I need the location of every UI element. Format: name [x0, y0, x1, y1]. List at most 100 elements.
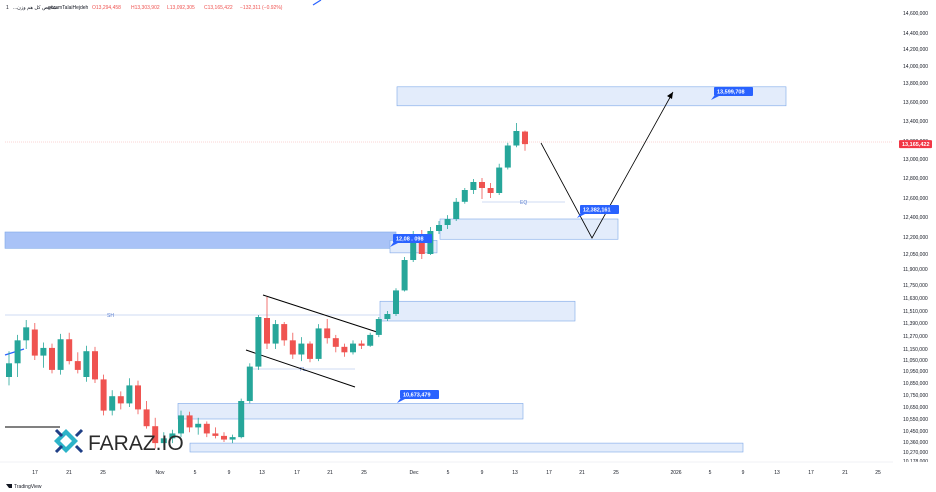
candle[interactable] [522, 130, 528, 151]
price-callout[interactable] [393, 234, 432, 243]
candle[interactable] [126, 378, 133, 407]
candle[interactable] [479, 178, 485, 199]
candle[interactable] [221, 432, 227, 442]
candle[interactable] [23, 320, 30, 349]
candle-body [264, 318, 270, 344]
y-axis[interactable]: 14,600,000 14,400,000 14,200,000 14,000,000… [899, 11, 932, 465]
candle[interactable] [487, 183, 494, 198]
candle[interactable] [117, 391, 124, 410]
candle[interactable] [100, 374, 107, 416]
x-axis[interactable]: 17 21 25 Nov 5 9 13 17 21 25 Dec 5 9 13 17 21 25 2026 5 9 13… [32, 470, 881, 476]
candle[interactable] [307, 341, 313, 363]
candle-body [341, 346, 348, 353]
candle-body [109, 396, 116, 411]
candle[interactable] [83, 345, 90, 382]
tradingview-attribution[interactable]: TradingView [6, 484, 42, 490]
candle[interactable] [264, 296, 270, 349]
candle[interactable] [229, 434, 236, 444]
candle[interactable] [401, 257, 408, 292]
candle-body [100, 379, 107, 411]
candle[interactable] [393, 288, 399, 316]
candle[interactable] [6, 351, 12, 386]
candle[interactable] [324, 319, 331, 344]
candle[interactable] [350, 340, 356, 355]
candle[interactable] [281, 322, 288, 346]
price-callout[interactable] [580, 205, 619, 214]
candle[interactable] [298, 337, 305, 362]
candle[interactable] [504, 142, 511, 170]
candle[interactable] [367, 332, 374, 347]
zone-box[interactable] [177, 403, 524, 420]
header: 1 ...شاخص کل هم وزن goramTalaiHejdeh O13… [6, 5, 283, 11]
candle[interactable] [92, 346, 98, 383]
candle[interactable] [169, 429, 176, 444]
candle[interactable] [444, 215, 451, 229]
candle[interactable] [513, 123, 520, 148]
candle[interactable] [74, 352, 81, 374]
faraz-logo-icon [54, 428, 84, 454]
candle[interactable] [40, 342, 47, 368]
zone-box[interactable] [379, 300, 576, 322]
candle-body [135, 385, 141, 410]
candle-body [203, 423, 210, 434]
candle[interactable] [195, 417, 202, 435]
candle-body [66, 339, 73, 362]
candle[interactable] [66, 332, 73, 365]
price-callout-label: 13,599,708 [717, 90, 745, 96]
candle[interactable] [496, 163, 503, 195]
candle[interactable] [246, 363, 253, 404]
x-axis-panel[interactable] [0, 462, 936, 492]
candle-body [229, 437, 236, 440]
candle[interactable] [57, 333, 64, 375]
candle[interactable] [49, 343, 55, 374]
candle[interactable] [109, 390, 116, 416]
symbol-name[interactable]: ...شاخص کل هم وزن [13, 5, 57, 11]
candle[interactable] [436, 221, 442, 234]
y-tick-label: 12,600,000 [903, 196, 928, 202]
candle[interactable] [358, 340, 365, 349]
candle[interactable] [255, 315, 262, 370]
candle[interactable] [315, 324, 322, 362]
candle[interactable] [341, 343, 348, 357]
candle[interactable] [178, 410, 184, 438]
candle[interactable] [238, 398, 245, 439]
candle-body [453, 201, 460, 219]
zone-box[interactable] [189, 442, 744, 453]
candle[interactable] [212, 427, 219, 439]
y-axis-panel[interactable] [893, 0, 936, 462]
candle[interactable] [31, 323, 38, 360]
y-tick-label: 11,390,000 [903, 321, 928, 327]
candle[interactable] [160, 432, 167, 448]
price-callout[interactable] [714, 87, 753, 96]
candle[interactable] [375, 317, 382, 338]
candle[interactable] [272, 320, 279, 349]
zone-box[interactable] [4, 231, 397, 249]
candle[interactable] [470, 179, 477, 194]
candle-body [126, 385, 133, 404]
x-tick-label: 25 [100, 470, 106, 476]
candle[interactable] [14, 334, 21, 377]
price-callout[interactable] [400, 390, 439, 399]
candle-body [14, 340, 21, 364]
candle[interactable] [289, 332, 296, 359]
candle[interactable] [135, 380, 141, 415]
candle[interactable] [453, 198, 460, 221]
candle-body [315, 328, 322, 359]
candle[interactable] [203, 421, 210, 438]
candle[interactable] [186, 411, 193, 433]
candle-body [289, 340, 296, 355]
y-tick-label: 10,950,000 [903, 369, 928, 375]
candle[interactable] [461, 188, 468, 204]
candle[interactable] [332, 334, 339, 353]
zone-box[interactable] [396, 86, 787, 107]
x-tick-label: 9 [481, 470, 484, 476]
candle-body [461, 190, 468, 202]
eq-label: EQ [520, 200, 527, 206]
tradingview-text[interactable]: TradingView [14, 484, 42, 490]
candle[interactable] [143, 401, 150, 429]
candle-body [92, 351, 98, 380]
y-tick-label: 12,400,000 [903, 215, 928, 221]
candle[interactable] [384, 311, 391, 321]
candle[interactable] [152, 417, 159, 449]
